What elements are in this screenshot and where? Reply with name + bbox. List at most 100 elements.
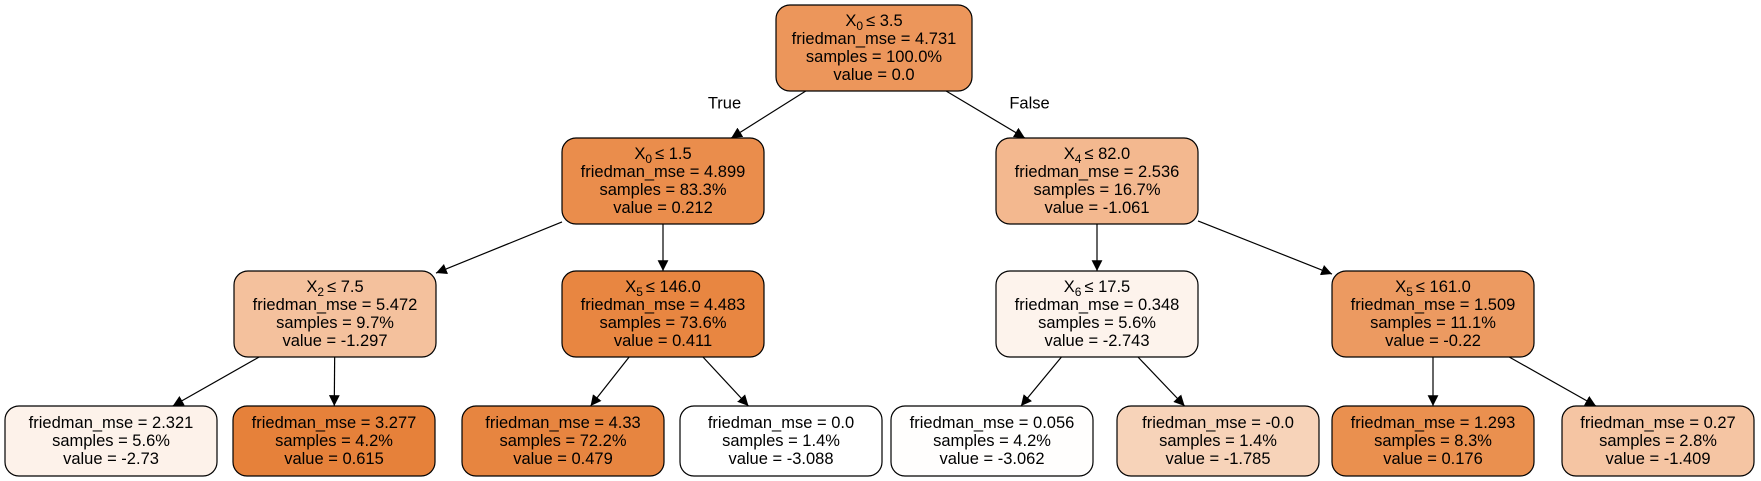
node-box [1116,405,1320,477]
split-threshold: ≤ 161.0 [1416,278,1471,296]
node-samples: samples = 5.6% [1038,314,1156,332]
tree-edge [1197,220,1333,276]
split-feature: X [1064,278,1075,296]
tree-edge [435,221,563,274]
node-box [890,405,1094,477]
node-split-condition: X5 ≤ 146.0 [625,278,701,299]
node-value: value = -3.088 [728,450,833,468]
node-box [1331,270,1535,358]
split-threshold: ≤ 146.0 [646,278,701,296]
node-samples: samples = 11.1% [1370,314,1496,332]
node-split-condition: X0 ≤ 3.5 [845,12,902,33]
split-feature-index: 5 [636,285,643,299]
split-feature-index: 0 [645,152,652,166]
node-mse: friedman_mse = 0.056 [910,414,1075,432]
node-value: value = -2.743 [1044,332,1149,350]
node-split-condition: X6 ≤ 17.5 [1064,278,1130,299]
node-value: value = 0.615 [284,450,384,468]
edge-labels-layer: True False [708,95,1050,113]
node-mse: friedman_mse = 5.472 [253,296,418,314]
tree-edge [1020,356,1062,407]
node-split-condition: X0 ≤ 1.5 [634,145,691,166]
node-samples: samples = 83.3% [599,181,726,199]
node-mse: friedman_mse = 0.27 [1580,414,1735,432]
node-value: value = 0.411 [614,332,712,350]
node-value: value = 0.479 [513,450,613,468]
node-value: value = -1.409 [1605,450,1710,468]
tree-edge [1508,356,1597,407]
node-samples: samples = 1.4% [722,432,840,450]
split-feature: X [625,278,636,296]
node-value: value = -3.062 [939,450,1044,468]
node-split-condition: X2 ≤ 7.5 [306,278,363,299]
node-box [995,137,1199,225]
split-feature-index: 6 [1075,285,1082,299]
node-value: value = -0.22 [1385,332,1481,350]
edges-layer [172,90,1597,407]
node-samples: samples = 1.4% [1159,432,1277,450]
node-value: value = 0.176 [1383,450,1483,468]
tree-edge [730,90,807,139]
split-feature: X [634,145,645,163]
tree-edge [945,90,1026,139]
node-box [4,405,218,477]
node-value: value = -2.73 [63,450,159,468]
node-mse: friedman_mse = 4.731 [792,30,957,48]
split-threshold: ≤ 82.0 [1084,145,1130,163]
node-box [1561,405,1755,477]
node-samples: samples = 73.6% [599,314,726,332]
node-samples: samples = 100.0% [806,48,943,66]
node-value: value = -1.297 [282,332,387,350]
node-mse: friedman_mse = 2.536 [1015,163,1180,181]
split-feature: X [1064,145,1075,163]
edge-label-false: False [1009,95,1049,113]
split-feature: X [306,278,317,296]
split-feature: X [845,12,856,30]
node-samples: samples = 4.2% [933,432,1051,450]
split-feature-index: 2 [317,285,324,299]
node-box [1331,405,1535,477]
node-mse: friedman_mse = 4.899 [581,163,746,181]
node-mse: friedman_mse = 3.277 [252,414,417,432]
split-feature-index: 0 [856,19,863,33]
node-mse: friedman_mse = 0.348 [1015,296,1180,314]
node-samples: samples = 72.2% [499,432,626,450]
node-samples: samples = 8.3% [1374,432,1492,450]
node-mse: friedman_mse = 1.293 [1351,414,1516,432]
node-samples: samples = 9.7% [276,314,394,332]
tree-edge [702,356,749,407]
node-box [995,270,1199,358]
node-box [233,270,437,358]
node-box [461,405,665,477]
split-threshold: ≤ 3.5 [866,12,903,30]
split-feature: X [1395,278,1406,296]
node-samples: samples = 2.8% [1599,432,1717,450]
node-box [232,405,436,477]
tree-edge [590,356,630,407]
node-samples: samples = 5.6% [52,432,170,450]
split-feature-index: 5 [1406,285,1413,299]
edge-label-true: True [708,95,741,113]
node-value: value = -1.785 [1165,450,1270,468]
split-feature-index: 4 [1075,152,1082,166]
node-mse: friedman_mse = -0.0 [1142,414,1294,432]
node-box [561,137,765,225]
node-value: value = -1.061 [1044,199,1149,217]
node-mse: friedman_mse = 4.33 [485,414,640,432]
node-split-condition: X5 ≤ 161.0 [1395,278,1471,299]
